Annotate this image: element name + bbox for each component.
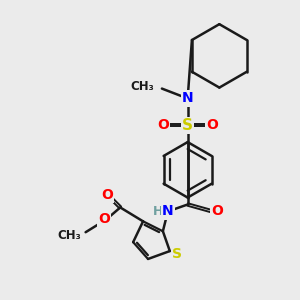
Text: S: S — [172, 247, 182, 261]
Text: CH₃: CH₃ — [130, 80, 154, 93]
Text: O: O — [206, 118, 218, 132]
Text: O: O — [101, 188, 113, 202]
Text: H: H — [153, 205, 163, 218]
Text: O: O — [212, 204, 223, 218]
Text: O: O — [98, 212, 110, 226]
Text: N: N — [162, 204, 174, 218]
Text: CH₃: CH₃ — [57, 229, 81, 242]
Text: N: N — [182, 92, 194, 106]
Text: O: O — [157, 118, 169, 132]
Text: S: S — [182, 118, 193, 133]
